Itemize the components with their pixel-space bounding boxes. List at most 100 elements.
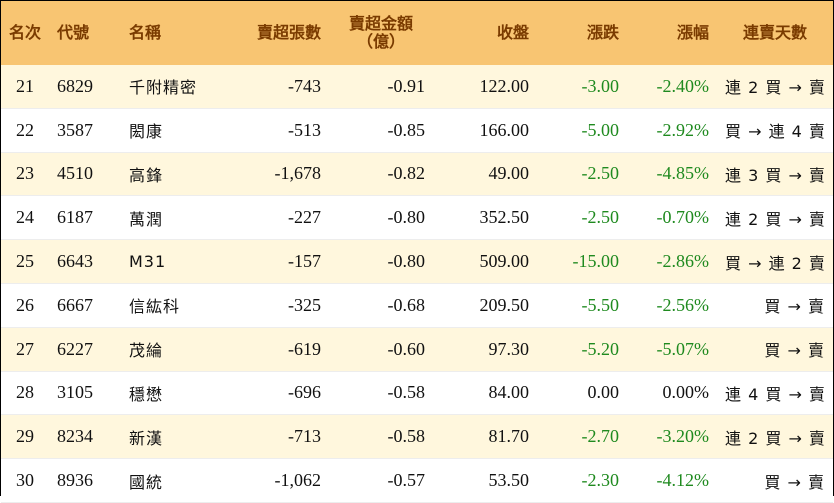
name-cell: M31 — [121, 239, 227, 284]
name-cell: 信紘科 — [121, 283, 227, 328]
close-cell: 509.00 — [433, 239, 537, 284]
rank-cell: 26 — [1, 283, 49, 328]
rank-cell: 25 — [1, 239, 49, 284]
table-row: 26 6667 信紘科 -325 -0.68 209.50 -5.50 -2.56% 買 → 賣 — [1, 283, 833, 328]
sell-volume-cell: -513 — [227, 108, 329, 153]
rank-cell: 24 — [1, 195, 49, 241]
sell-volume-cell: -325 — [227, 283, 329, 328]
change-pct-cell: -2.86% — [627, 239, 717, 284]
table-row: 22 3587 閎康 -513 -0.85 166.00 -5.00 -2.92% 買 → 連 … — [1, 108, 833, 153]
streak-cell: 連 2 買 → 賣 — [717, 195, 833, 241]
header-change-pct: 漲幅 — [627, 1, 717, 65]
close-cell: 122.00 — [433, 65, 537, 109]
sell-volume-cell: -619 — [227, 327, 329, 372]
header-sell-volume: 賣超張數 — [227, 1, 329, 65]
streak-cell: 買 → 連 4 賣 — [717, 108, 833, 153]
sell-amount-cell: -0.85 — [329, 108, 433, 153]
header-sell-amount: 賣超金額 （億） — [329, 1, 433, 65]
sell-volume-cell: -743 — [227, 65, 329, 109]
code-cell: 6643 — [49, 239, 121, 284]
close-cell: 209.50 — [433, 283, 537, 328]
table-row: 21 6829 千附精密 -743 -0.91 122.00 -3.00 -2.40% 連 2 … — [1, 65, 833, 109]
change-pct-cell: 0.00% — [627, 371, 717, 416]
rank-cell: 22 — [1, 108, 49, 153]
header-change: 漲跌 — [537, 1, 627, 65]
name-cell: 新漢 — [121, 414, 227, 460]
header-sell-amount-line2: （億） — [356, 32, 405, 51]
code-cell: 6829 — [49, 65, 121, 109]
table-body: 21 6829 千附精密 -743 -0.91 122.00 -3.00 -2.40% 連 2 … — [1, 65, 833, 503]
code-cell: 6667 — [49, 283, 121, 328]
sell-amount-cell: -0.82 — [329, 152, 433, 197]
change-cell: -15.00 — [537, 239, 627, 284]
header-rank: 名次 — [1, 1, 49, 65]
change-pct-cell: -4.85% — [627, 152, 717, 197]
change-cell: -5.00 — [537, 108, 627, 153]
close-cell: 352.50 — [433, 195, 537, 241]
close-cell: 81.70 — [433, 414, 537, 460]
streak-cell: 買 → 賣 — [717, 283, 833, 328]
change-cell: 0.00 — [537, 371, 627, 416]
streak-cell: 連 2 買 → 賣 — [717, 414, 833, 460]
rank-cell: 29 — [1, 414, 49, 460]
streak-cell: 連 4 買 → 賣 — [717, 371, 833, 416]
close-cell: 97.30 — [433, 327, 537, 372]
sell-volume-cell: -227 — [227, 195, 329, 241]
code-cell: 3587 — [49, 108, 121, 153]
header-sell-amount-line1: 賣超金額 — [348, 14, 413, 33]
header-streak: 連賣天數 — [717, 1, 833, 65]
table-row: 23 4510 高鋒 -1,678 -0.82 49.00 -2.50 -4.85% 連 3 買… — [1, 152, 833, 197]
code-cell: 6227 — [49, 327, 121, 372]
sell-amount-cell: -0.60 — [329, 327, 433, 372]
rank-cell: 28 — [1, 371, 49, 416]
change-cell: -2.50 — [537, 195, 627, 241]
change-pct-cell: -3.20% — [627, 414, 717, 460]
close-cell: 166.00 — [433, 108, 537, 153]
name-cell: 茂綸 — [121, 327, 227, 372]
code-cell: 6187 — [49, 195, 121, 241]
header-code: 代號 — [49, 1, 121, 65]
code-cell: 3105 — [49, 371, 121, 416]
streak-cell: 連 3 買 → 賣 — [717, 152, 833, 197]
table-row: 24 6187 萬潤 -227 -0.80 352.50 -2.50 -0.70% 連 2 買 … — [1, 195, 833, 241]
sell-volume-cell: -157 — [227, 239, 329, 284]
change-pct-cell: -2.40% — [627, 65, 717, 109]
table-row: 25 6643 M31 -157 -0.80 509.00 -15.00 -2.86% 買 → … — [1, 239, 833, 284]
sell-amount-cell: -0.58 — [329, 414, 433, 460]
name-cell: 千附精密 — [121, 65, 227, 109]
streak-cell: 連 2 買 → 賣 — [717, 65, 833, 109]
name-cell: 閎康 — [121, 108, 227, 153]
sell-volume-cell: -713 — [227, 414, 329, 460]
code-cell: 8234 — [49, 414, 121, 460]
change-cell: -5.20 — [537, 327, 627, 372]
rank-cell: 23 — [1, 152, 49, 197]
table-row: 27 6227 茂綸 -619 -0.60 97.30 -5.20 -5.07% 買 → 賣 — [1, 327, 833, 372]
table-row: 28 3105 穩懋 -696 -0.58 84.00 0.00 0.00% 連 4 買 → 賣 — [1, 371, 833, 416]
sell-amount-cell: -0.91 — [329, 65, 433, 109]
change-cell: -2.50 — [537, 152, 627, 197]
header-name: 名稱 — [121, 1, 227, 65]
header-close: 收盤 — [433, 1, 537, 65]
sell-amount-cell: -0.58 — [329, 371, 433, 416]
streak-cell: 買 → 賣 — [717, 327, 833, 372]
name-cell: 高鋒 — [121, 152, 227, 197]
header-row: 名次 代號 名稱 賣超張數 賣超金額 （億） 收盤 漲跌 漲幅 連賣天數 — [1, 1, 833, 65]
sell-volume-cell: -1,678 — [227, 152, 329, 197]
change-pct-cell: -2.92% — [627, 108, 717, 153]
table-header: 名次 代號 名稱 賣超張數 賣超金額 （億） 收盤 漲跌 漲幅 連賣天數 — [1, 1, 833, 65]
sell-amount-cell: -0.80 — [329, 239, 433, 284]
rank-cell: 27 — [1, 327, 49, 372]
change-pct-cell: -5.07% — [627, 327, 717, 372]
streak-cell: 買 → 連 2 賣 — [717, 239, 833, 284]
change-pct-cell: -2.56% — [627, 283, 717, 328]
sell-volume-cell: -696 — [227, 371, 329, 416]
change-pct-cell: -0.70% — [627, 195, 717, 241]
sell-amount-cell: -0.80 — [329, 195, 433, 241]
close-cell: 49.00 — [433, 152, 537, 197]
close-cell: 84.00 — [433, 371, 537, 416]
sell-amount-cell: -0.68 — [329, 283, 433, 328]
name-cell: 萬潤 — [121, 195, 227, 241]
table-row: 29 8234 新漢 -713 -0.58 81.70 -2.70 -3.20% 連 2 買 →… — [1, 414, 833, 460]
